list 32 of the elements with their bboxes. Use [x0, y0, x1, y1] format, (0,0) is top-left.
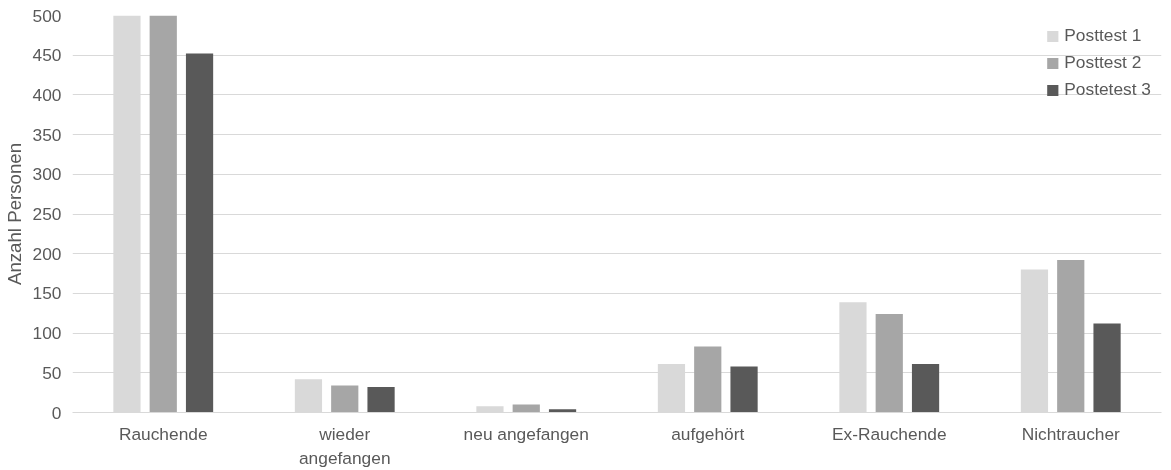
bar: [331, 385, 359, 413]
y-tick-label: 300: [32, 164, 62, 185]
x-tick-label: wieder angefangen: [298, 423, 391, 468]
x-tick-label: Nichtraucher: [1021, 423, 1121, 444]
legend-label: Posttest 2: [1064, 52, 1142, 73]
x-tick-label: aufgehört: [671, 423, 745, 444]
y-axis-title: Anzahl Personen: [3, 142, 25, 286]
bar: [548, 409, 577, 413]
y-tick-label: 350: [32, 124, 62, 145]
y-tick-label: 100: [32, 323, 62, 344]
x-tick-label: Ex-Rauchende: [831, 423, 947, 444]
y-tick-label: 250: [32, 204, 62, 224]
y-tick-label: 500: [32, 5, 62, 26]
bar: [694, 346, 722, 413]
y-tick-label: 200: [32, 243, 62, 264]
y-tick-label: 400: [32, 84, 62, 105]
y-tick-label: 50: [42, 362, 62, 383]
y-tick-label: 450: [32, 45, 62, 66]
y-tick-label: 150: [32, 283, 62, 304]
bar: [730, 366, 758, 413]
y-tick-label: 0: [51, 402, 62, 423]
bar: [1057, 260, 1085, 413]
bar: [911, 364, 940, 413]
bar: [875, 314, 903, 413]
legend-label: Postetest 3: [1064, 79, 1151, 100]
legend-label: Posttest 1: [1064, 25, 1142, 46]
bar: [1093, 323, 1121, 413]
x-tick-label: neu angefangen: [463, 423, 589, 444]
bar: [367, 387, 395, 413]
x-tick-label: Rauchende: [118, 423, 208, 444]
bar: [185, 53, 214, 413]
bar: [149, 15, 177, 413]
